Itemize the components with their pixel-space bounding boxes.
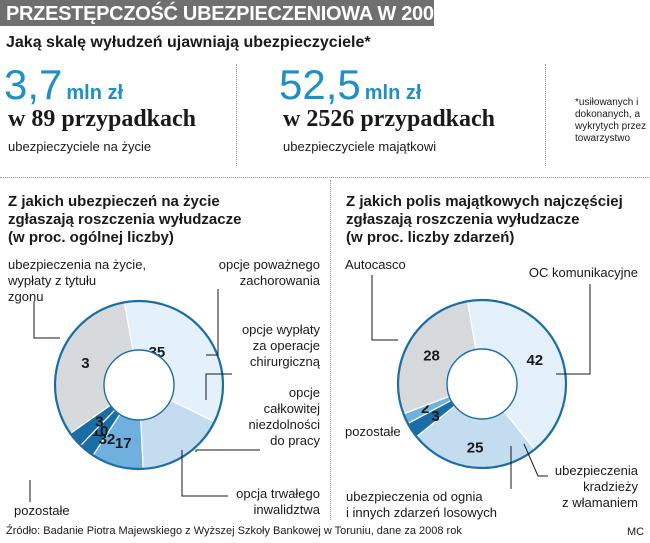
label-niezdolnosc-line: do pracy — [270, 433, 320, 448]
label-zgon-line: wypłaty z tytułu — [8, 273, 97, 288]
label-zgon-line: ubezpieczenia na życie, — [8, 257, 147, 272]
label-kradziez-line: kradzieży — [583, 479, 638, 494]
stat-life-unit: mln zł — [66, 82, 124, 104]
label-operacje: opcje wypłaty za operacje chirurgiczną — [242, 322, 320, 370]
value-label-pozostale: 32 — [99, 431, 116, 448]
section-divider — [0, 177, 650, 178]
label-ogien-line: i innych zdarzeń losowych — [346, 505, 498, 520]
stat-property-unit: mln zł — [364, 82, 422, 104]
life-chart-title-line: (w proc. ogólnej liczby) — [8, 229, 174, 246]
property-chart-title-line: (w proc. liczby zdarzeń) — [346, 229, 515, 246]
label-zgon-line: zgonu — [8, 289, 44, 304]
value-label-inwalidztwo: 3 — [95, 413, 103, 430]
leader-oc — [556, 284, 591, 375]
label-ogien: ubezpieczenia od ognia i innych zdarzeń … — [346, 489, 497, 521]
charts-divider — [330, 180, 331, 520]
label-operacje-line: za operacje — [252, 338, 320, 353]
value-label-ogien: 2 — [421, 400, 429, 417]
label-niezdolnosc-line: niezdolności — [248, 417, 320, 432]
property-chart-title-line: zgłaszają roszczenia wyłudzacze — [346, 211, 580, 228]
value-label-kradziez: 3 — [431, 408, 439, 425]
stat-property-value: 52,5 — [279, 61, 361, 108]
stat-property-amount: 52,5 mln zł — [279, 64, 421, 106]
stat-property-label: ubezpieczyciele majątkowi — [283, 139, 437, 154]
label-niezdolnosc-line: całkowitej — [263, 401, 320, 416]
life-chart-title: Z jakich ubezpieczeń na życie zgłaszają … — [8, 193, 241, 247]
leader-autocasco — [371, 275, 398, 341]
label-niezdolnosc-line: opcje — [288, 385, 320, 400]
life-chart-title-line: Z jakich ubezpieczeń na życie — [8, 193, 220, 210]
label-inwalidztwo-line: inwalidztwa — [253, 502, 320, 517]
label-zachorowanie-line: zachorowania — [239, 273, 320, 288]
footnote: *usiłowanych i dokonanych, a wykrytych p… — [575, 97, 647, 144]
stat-life-value: 3,7 — [4, 61, 63, 108]
label-niezdolnosc: opcje całkowitej niezdolności do pracy — [248, 385, 320, 449]
property-chart-title-line: Z jakich polis majątkowych najczęściej — [346, 193, 623, 210]
property-chart-title: Z jakich polis majątkowych najczęściej z… — [346, 193, 623, 247]
label-inwalidztwo: opcja trwałego inwalidztwa — [236, 486, 320, 518]
credit: MC — [627, 526, 645, 538]
pie-hole — [446, 348, 518, 420]
value-label-pozostale: 28 — [423, 347, 440, 364]
leader-zachorowanie — [206, 289, 219, 356]
label-kradziez: ubezpieczenia kradzieży z włamaniem — [555, 463, 638, 511]
label-operacje-line: chirurgiczną — [249, 354, 320, 369]
leader-operacje — [205, 373, 232, 400]
title-bar: PRZESTĘPCZOŚĆ UBEZPIECZENIOWA W 2008 ROK… — [0, 0, 508, 26]
leader-zgon — [33, 301, 60, 339]
stat-life-label: ubezpieczyciele na życie — [8, 139, 152, 154]
value-label-pozostale: 3 — [81, 355, 89, 372]
label-ogien-line: ubezpieczenia od ognia — [346, 489, 483, 504]
stat-life-amount: 3,7 mln zł — [4, 64, 123, 106]
label-kradziez-line: z włamaniem — [562, 495, 638, 510]
label-zachorowanie-line: opcje poważnego — [218, 257, 320, 272]
label-zachorowanie: opcje poważnego zachorowania — [219, 257, 320, 289]
stat-life-cases: w 89 przypadkach — [8, 106, 197, 132]
life-chart-title-line: zgłaszają roszczenia wyłudzacze — [8, 211, 242, 228]
footnote-divider — [545, 64, 546, 166]
label-operacje-line: opcje wypłaty — [241, 322, 320, 337]
pie-outline — [396, 298, 568, 470]
pie-hole — [103, 349, 175, 421]
leader-lines — [29, 275, 591, 502]
leader-kradziez — [523, 443, 548, 477]
value-label-oc: 25 — [467, 440, 484, 457]
page-title: PRZESTĘPCZOŚĆ UBEZPIECZENIOWA W 2008 ROK… — [6, 3, 508, 25]
source-note: Źródło: Badanie Piotra Majewskiego z Wyż… — [6, 525, 462, 537]
label-kradziez-line: ubezpieczenia — [554, 463, 638, 478]
stat-property-cases: w 2526 przypadkach — [283, 106, 496, 132]
label-pozostale-life: pozostałe — [14, 503, 70, 518]
label-zgon: ubezpieczenia na życie, wypłaty z tytułu… — [8, 257, 146, 305]
value-label-autocasco: 42 — [526, 352, 543, 369]
label-autocasco: Autocasco — [345, 257, 406, 272]
subtitle: Jaką skalę wyłudzeń ujawniają ubezpieczy… — [6, 34, 371, 51]
pie-outline — [53, 299, 225, 471]
leader-inwalidztwo — [181, 450, 228, 497]
label-pozostale-property: pozostałe — [345, 424, 401, 439]
value-label-operacje: 17 — [115, 435, 132, 452]
label-oc: OC komunikacyjne — [528, 265, 638, 280]
stat-divider — [236, 64, 237, 166]
label-inwalidztwo-line: opcja trwałego — [236, 486, 320, 501]
property-pie-chart: 42 25 32 28 — [396, 298, 568, 470]
leader-niezdolnosc — [195, 449, 260, 452]
